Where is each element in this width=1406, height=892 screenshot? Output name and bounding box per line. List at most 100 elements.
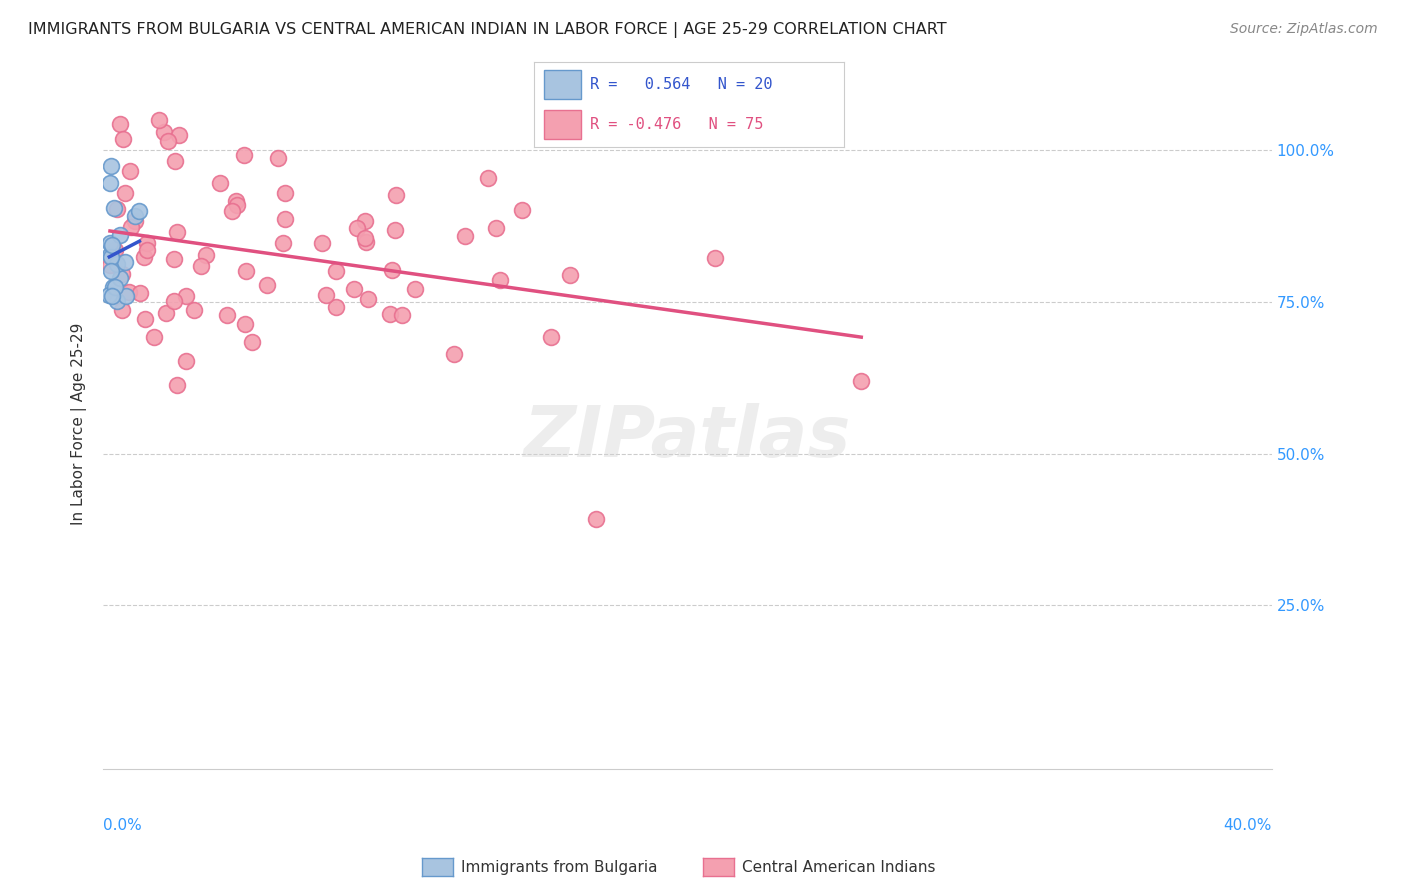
Point: [380, 262, 402, 277]
Point: [404, 282, 426, 296]
Point: [267, 151, 290, 165]
Point: [167, 128, 190, 143]
Point: [105, 202, 128, 216]
Point: [134, 250, 156, 264]
Point: [477, 171, 499, 186]
Point: [114, 186, 136, 201]
Point: [120, 164, 142, 178]
Point: [226, 198, 249, 212]
Point: [166, 377, 188, 392]
Point: [271, 236, 294, 251]
Point: [98, 288, 121, 302]
Point: [704, 251, 727, 265]
Text: Central American Indians: Central American Indians: [742, 860, 936, 874]
Point: [585, 511, 607, 525]
Point: [124, 214, 146, 228]
Point: [100, 248, 122, 262]
Point: [100, 176, 122, 190]
Point: [114, 255, 136, 269]
Point: [128, 204, 150, 219]
Point: [110, 270, 132, 285]
Point: [143, 330, 166, 344]
Point: [342, 282, 364, 296]
Point: [380, 307, 402, 321]
Point: [103, 244, 125, 258]
Point: [217, 308, 239, 322]
Point: [155, 306, 177, 320]
Text: Immigrants from Bulgaria: Immigrants from Bulgaria: [461, 860, 658, 874]
Point: [111, 302, 134, 317]
Point: [510, 203, 533, 218]
Point: [194, 248, 217, 262]
Point: [256, 278, 278, 293]
Point: [208, 176, 231, 190]
Point: [101, 238, 124, 252]
Point: [235, 263, 257, 277]
Point: [391, 309, 413, 323]
Point: [111, 267, 134, 281]
Text: 0.0%: 0.0%: [103, 818, 142, 833]
Point: [120, 220, 142, 235]
Point: [163, 252, 186, 267]
Point: [163, 293, 186, 308]
Point: [153, 125, 176, 139]
Point: [101, 289, 124, 303]
Point: [105, 294, 128, 309]
Point: [443, 347, 465, 361]
Point: [157, 134, 180, 148]
Point: [100, 251, 122, 265]
Point: [124, 210, 146, 224]
Point: [111, 132, 134, 146]
Point: [354, 235, 377, 250]
Point: [174, 289, 197, 303]
Point: [357, 292, 380, 306]
Point: [851, 374, 873, 388]
Point: [353, 230, 375, 244]
Point: [485, 221, 508, 235]
Text: Source: ZipAtlas.com: Source: ZipAtlas.com: [1230, 22, 1378, 37]
Point: [183, 302, 205, 317]
Point: [163, 153, 186, 168]
Point: [233, 317, 256, 331]
Point: [103, 245, 125, 260]
Point: [100, 160, 122, 174]
Point: [104, 280, 127, 294]
Point: [108, 227, 131, 242]
Point: [166, 225, 188, 239]
Point: [311, 235, 333, 250]
Text: IMMIGRANTS FROM BULGARIA VS CENTRAL AMERICAN INDIAN IN LABOR FORCE | AGE 25-29 C: IMMIGRANTS FROM BULGARIA VS CENTRAL AMER…: [28, 22, 946, 38]
Point: [315, 288, 337, 302]
Point: [325, 300, 347, 314]
Point: [489, 273, 512, 287]
Point: [274, 186, 297, 200]
Point: [148, 112, 170, 127]
Text: ZIPatlas: ZIPatlas: [524, 402, 851, 472]
Point: [558, 268, 581, 282]
Text: 40.0%: 40.0%: [1223, 818, 1272, 833]
Point: [101, 279, 124, 293]
Point: [135, 236, 157, 251]
Point: [346, 221, 368, 235]
Point: [128, 285, 150, 300]
Point: [273, 212, 295, 227]
Point: [540, 330, 562, 344]
Point: [454, 229, 477, 244]
Point: [221, 203, 243, 218]
Point: [110, 117, 132, 131]
Point: [98, 236, 121, 251]
Bar: [544, 70, 581, 99]
Text: R = -0.476   N = 75: R = -0.476 N = 75: [591, 117, 763, 132]
Point: [115, 289, 138, 303]
Point: [136, 243, 159, 257]
Point: [384, 222, 406, 236]
Point: [103, 201, 125, 215]
Point: [134, 312, 156, 326]
Point: [100, 264, 122, 278]
Point: [190, 259, 212, 273]
Bar: [544, 110, 581, 139]
Point: [384, 187, 406, 202]
Point: [225, 194, 247, 208]
Point: [174, 354, 197, 368]
Point: [118, 285, 141, 299]
Point: [232, 148, 254, 162]
